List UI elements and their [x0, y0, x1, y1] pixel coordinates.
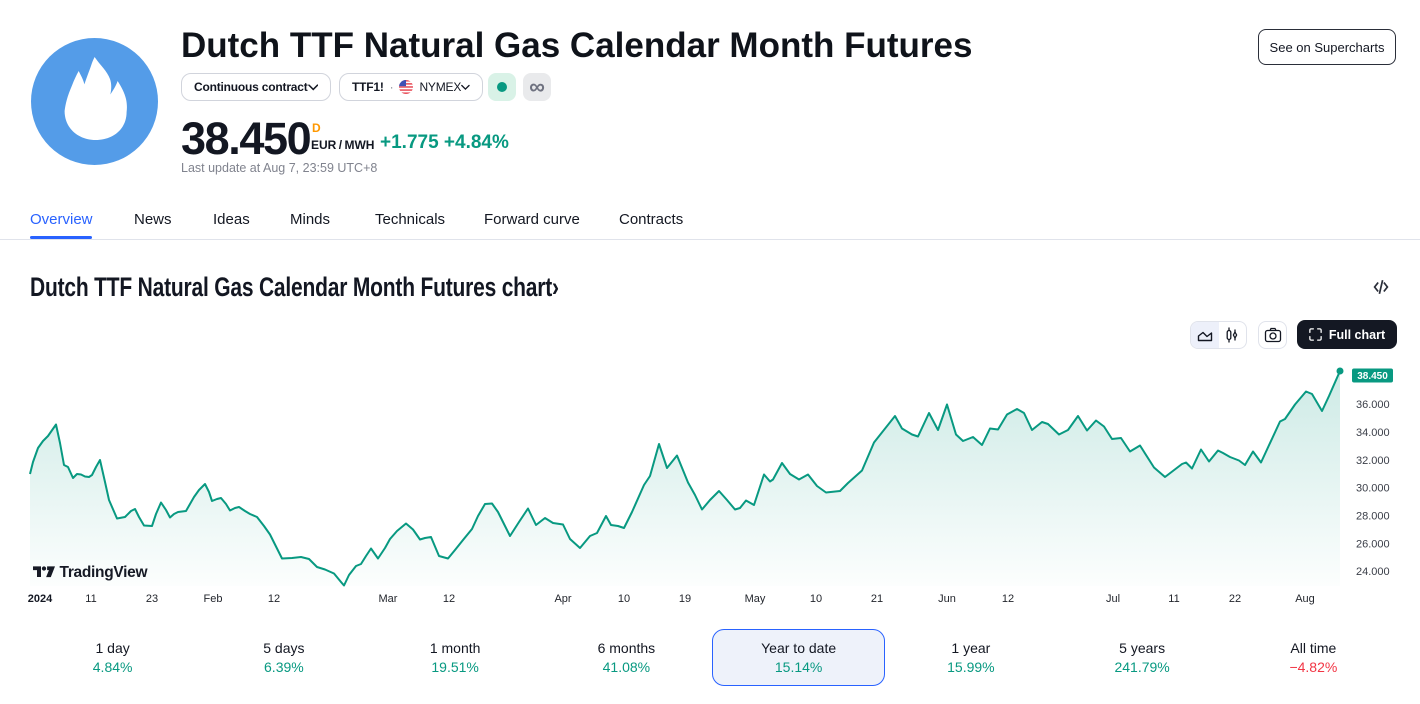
svg-text:Jul: Jul	[1106, 593, 1120, 605]
svg-text:Jun: Jun	[938, 593, 956, 605]
svg-text:34.000: 34.000	[1356, 427, 1390, 439]
svg-text:May: May	[745, 593, 766, 605]
svg-text:24.000: 24.000	[1356, 566, 1390, 578]
svg-text:12: 12	[443, 593, 455, 605]
svg-text:32.000: 32.000	[1356, 455, 1390, 467]
svg-text:28.000: 28.000	[1356, 511, 1390, 523]
svg-text:36.000: 36.000	[1356, 399, 1390, 411]
svg-text:23: 23	[146, 593, 158, 605]
svg-text:2024: 2024	[28, 593, 53, 605]
svg-text:11: 11	[1168, 593, 1179, 605]
svg-text:Feb: Feb	[204, 593, 223, 605]
svg-text:30.000: 30.000	[1356, 483, 1390, 495]
svg-text:Mar: Mar	[379, 593, 398, 605]
svg-text:38.450: 38.450	[1357, 371, 1388, 382]
svg-text:12: 12	[1002, 593, 1014, 605]
svg-text:TradingView: TradingView	[60, 564, 149, 581]
svg-text:21: 21	[871, 593, 883, 605]
svg-text:10: 10	[618, 593, 630, 605]
svg-text:22: 22	[1229, 593, 1241, 605]
svg-text:Apr: Apr	[554, 593, 571, 605]
svg-text:10: 10	[810, 593, 822, 605]
svg-text:19: 19	[679, 593, 691, 605]
svg-text:11: 11	[85, 593, 96, 605]
svg-text:Aug: Aug	[1295, 593, 1315, 605]
svg-text:12: 12	[268, 593, 280, 605]
svg-text:26.000: 26.000	[1356, 538, 1390, 550]
